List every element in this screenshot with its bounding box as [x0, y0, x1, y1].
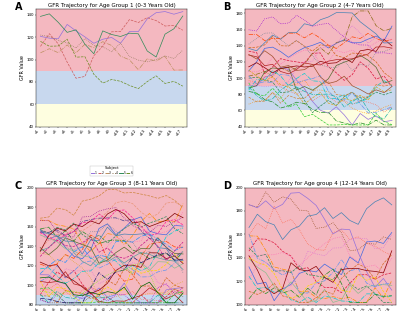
Y-axis label: GFR Value: GFR Value	[229, 56, 234, 80]
Bar	[245, 9, 396, 86]
Legend: 1, 2, 3, 4, 5, 6: 1, 2, 3, 4, 5, 6	[90, 166, 133, 176]
Bar	[36, 71, 187, 104]
Y-axis label: GFR Value: GFR Value	[20, 56, 25, 80]
Bar	[245, 110, 396, 127]
Legend: 1, 2, 3, 4, 5, 6, 7, 8, 9, 10, 11, 12, 13, 14, 15, 16, 17, 18, 19, 20, 21, 22, 2: 1, 2, 3, 4, 5, 6, 7, 8, 9, 10, 11, 12, 1…	[298, 193, 342, 220]
Title: GFR Trajectory for Age Group 3 (8-11 Years Old): GFR Trajectory for Age Group 3 (8-11 Yea…	[46, 181, 177, 187]
Text: C: C	[15, 180, 22, 191]
Text: A: A	[15, 2, 22, 12]
Title: GFR Trajectory for Age group 4 (12-14 Years Old): GFR Trajectory for Age group 4 (12-14 Ye…	[253, 181, 387, 187]
Bar	[36, 9, 187, 71]
Title: GFR Trajectory for Age Group 2 (4-7 Years Old): GFR Trajectory for Age Group 2 (4-7 Year…	[256, 3, 384, 8]
Bar	[245, 188, 396, 305]
Bar	[36, 295, 187, 305]
Text: D: D	[224, 180, 232, 191]
Bar	[245, 86, 396, 110]
Text: B: B	[224, 2, 231, 12]
Bar	[36, 104, 187, 127]
Bar	[36, 188, 187, 295]
Y-axis label: GFR Value: GFR Value	[229, 234, 234, 258]
Title: GFR Trajectory for Age Group 1 (0-3 Years Old): GFR Trajectory for Age Group 1 (0-3 Year…	[48, 3, 176, 8]
Y-axis label: GFR Value: GFR Value	[20, 234, 25, 258]
